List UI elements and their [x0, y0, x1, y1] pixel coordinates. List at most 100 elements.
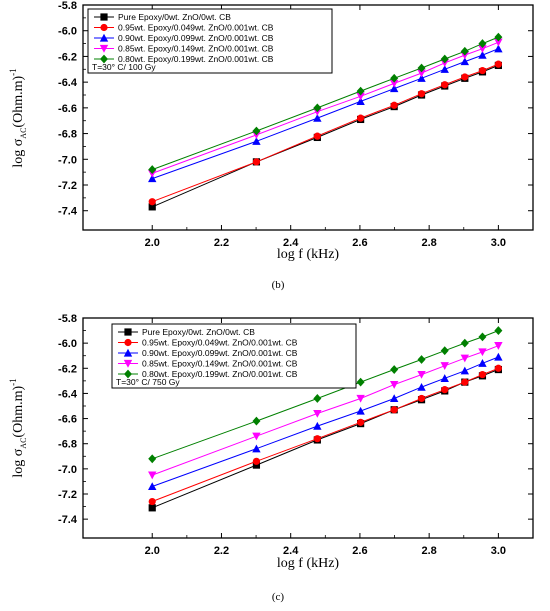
data-point	[460, 354, 470, 363]
series-5	[148, 326, 503, 464]
series-line	[152, 367, 499, 502]
legend-label: 0.90wt. Epoxy/0.099wt. ZnO/0.001wt. CB	[142, 348, 298, 358]
x-tick-label: 2.0	[145, 545, 160, 557]
data-point	[461, 378, 469, 386]
series-line	[152, 330, 499, 460]
legend-marker	[99, 44, 109, 53]
series-line	[152, 356, 499, 487]
legend-entry: 0.85wt. Epoxy/0.149wt. ZnO/0.001wt. CB	[118, 359, 298, 369]
data-point	[417, 90, 426, 98]
series-2	[148, 364, 502, 506]
legend-marker	[123, 348, 133, 357]
legend-label: 0.80wt. Epoxy/0.199wt. ZnO/0.001wt. CB	[142, 369, 298, 379]
legend-entry: 0.80wt. Epoxy/0.199wt. ZnO/0.001wt. CB	[94, 54, 274, 64]
data-point	[460, 366, 470, 375]
data-point	[148, 165, 157, 174]
legend-entry: 0.90wt. Epoxy/0.099wt. ZnO/0.001wt. CB	[118, 348, 298, 358]
y-tick-label: -7.0	[58, 154, 77, 166]
data-point	[494, 60, 502, 68]
data-point	[389, 79, 399, 88]
data-point	[440, 374, 449, 382]
data-point	[478, 370, 487, 379]
series-3	[148, 352, 503, 491]
data-point	[440, 65, 449, 73]
data-point	[461, 73, 469, 81]
legend-note: T=30° C/ 100 Gy	[92, 62, 156, 72]
x-axis-title: log f (kHz)	[277, 247, 340, 262]
data-point	[494, 44, 503, 53]
data-point	[356, 97, 365, 106]
legend-marker	[124, 338, 132, 347]
x-axis-title: log f (kHz)	[277, 556, 340, 571]
series-line	[152, 64, 499, 208]
data-point	[357, 418, 365, 426]
x-tick-label: 2.8	[422, 237, 437, 249]
plot-frame	[82, 4, 534, 231]
data-point	[357, 114, 365, 122]
y-axis-title-unit: (Ohm.m)	[11, 76, 26, 128]
y-tick-label: -6.6	[58, 414, 77, 426]
x-tick-label: 2.4	[283, 545, 299, 557]
data-point	[441, 81, 449, 89]
series-2	[148, 60, 502, 206]
y-tick-label: -7.0	[58, 464, 77, 476]
y-axis-title-subscript: AC	[19, 438, 28, 449]
data-point	[417, 69, 426, 78]
data-point	[417, 74, 426, 82]
legend-entry: 0.80wt. Epoxy/0.199wt. ZnO/0.001wt. CB	[118, 369, 298, 379]
data-point	[356, 377, 365, 387]
data-point	[460, 46, 469, 56]
data-point	[356, 86, 365, 96]
data-point	[148, 203, 156, 211]
data-point	[252, 416, 261, 426]
panel-label: (c)	[272, 591, 285, 603]
series-line	[152, 48, 499, 180]
legend-label: Pure Epoxy/0wt. ZnO/0wt. CB	[142, 327, 255, 337]
data-point	[478, 359, 487, 367]
data-point	[440, 54, 449, 64]
data-point	[390, 73, 399, 83]
y-tick-label: -6.2	[58, 363, 77, 375]
data-point	[390, 101, 398, 109]
data-point	[478, 332, 487, 342]
data-point	[252, 444, 261, 453]
y-axis-title: log σAC(Ohm.m)-1	[8, 68, 28, 167]
y-axis-title-superscript: -1	[8, 378, 18, 386]
data-point	[389, 381, 399, 389]
legend-entry: Pure Epoxy/0wt. ZnO/0wt. CB	[94, 12, 231, 22]
legend-marker	[100, 23, 108, 32]
data-point	[390, 406, 398, 414]
data-point	[478, 45, 487, 53]
data-point	[441, 386, 449, 394]
y-tick-label: -6.0	[58, 338, 77, 350]
legend-marker	[123, 359, 133, 368]
data-point	[148, 198, 156, 206]
data-point	[313, 132, 321, 140]
y-axis-title-subscript: AC	[19, 128, 28, 139]
legend-entry: 0.85wt. Epoxy/0.149wt. ZnO/0.001wt. CB	[94, 44, 274, 54]
data-point	[313, 409, 322, 418]
data-point	[313, 103, 322, 113]
y-tick-label: -6.8	[58, 439, 77, 451]
data-point	[478, 50, 487, 59]
y-axis-title-superscript: -1	[8, 68, 18, 76]
y-tick-label: -6.0	[58, 26, 77, 38]
legend: Pure Epoxy/0wt. ZnO/0wt. CB0.95wt. Epoxy…	[87, 8, 333, 74]
data-point	[313, 394, 322, 403]
y-tick-label: -6.8	[58, 129, 77, 141]
series-1	[148, 61, 502, 211]
data-point	[356, 394, 365, 403]
legend-box	[111, 323, 357, 389]
x-tick-label: 2.6	[352, 237, 367, 249]
data-point	[252, 457, 261, 465]
panel-label: (b)	[272, 279, 285, 291]
data-point	[478, 66, 487, 75]
x-tick-label: 2.2	[214, 237, 229, 249]
plot-frame	[82, 317, 534, 539]
legend-label: 0.85wt. Epoxy/0.149wt. ZnO/0.001wt. CB	[142, 359, 298, 369]
data-point	[148, 174, 157, 183]
data-point	[494, 32, 503, 42]
data-point	[494, 352, 503, 361]
y-tick-label: -7.4	[58, 206, 78, 218]
